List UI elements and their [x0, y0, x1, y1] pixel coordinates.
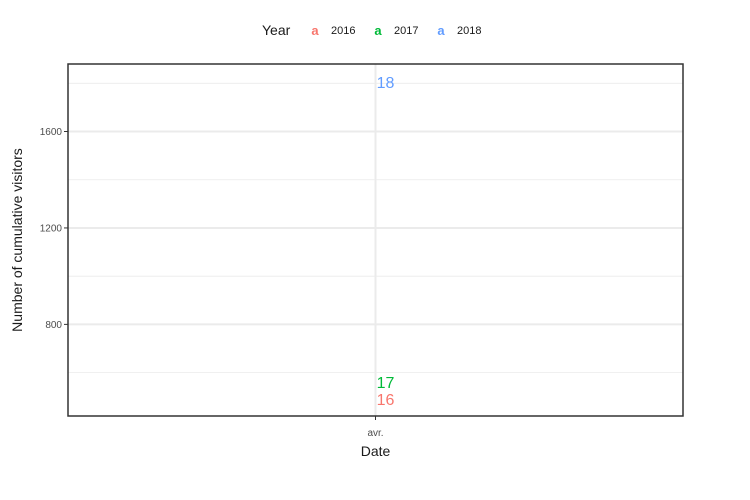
legend-title: Year: [262, 22, 291, 38]
legend-label: 2017: [394, 25, 418, 37]
legend-key-icon: a: [437, 23, 445, 38]
legend-item-2018: a 2018: [437, 23, 481, 38]
legend-label: 2018: [457, 25, 481, 37]
legend-item-2016: a 2016: [311, 23, 355, 38]
data-label-2016: 16: [377, 392, 395, 409]
legend-item-2017: a 2017: [374, 23, 418, 38]
x-tick-label: avr.: [367, 428, 383, 439]
x-axis: avr.: [367, 416, 384, 439]
legend-key-icon: a: [311, 23, 319, 38]
legend-key-icon: a: [374, 23, 382, 38]
legend-items: a 2016 a 2017 a 2018: [311, 23, 481, 38]
legend: Year a 2016 a 2017 a 2018: [262, 22, 481, 38]
y-tick-label: 1200: [40, 223, 63, 234]
y-tick-label: 800: [45, 320, 62, 331]
major-gridlines: [68, 64, 683, 416]
y-axis-title: Number of cumulative visitors: [9, 148, 25, 332]
y-axis: 800 1200 1600: [40, 127, 68, 331]
data-label-2018: 18: [377, 75, 395, 92]
x-axis-title: Date: [361, 443, 391, 459]
legend-label: 2016: [331, 25, 355, 37]
y-tick-label: 1600: [40, 127, 63, 138]
data-label-2017: 17: [377, 375, 395, 392]
